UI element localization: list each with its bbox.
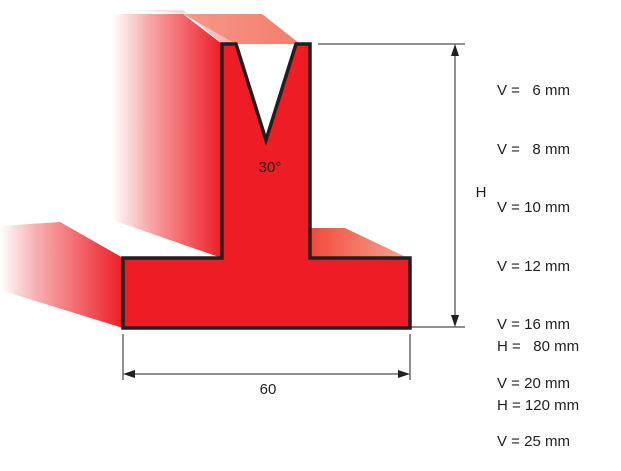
v-option: V = 20 mm xyxy=(497,374,570,392)
v-option: V = 12 mm xyxy=(497,257,570,275)
width-dimension xyxy=(122,334,411,380)
shoulder-top-face xyxy=(310,228,408,258)
v-option: V = 8 mm xyxy=(497,140,570,158)
width-arrow-right xyxy=(398,370,410,378)
height-dimension xyxy=(318,43,465,328)
height-arrow-top xyxy=(451,44,459,56)
die-diagram: 30° H 60 xyxy=(0,10,487,397)
v-option: V = 10 mm xyxy=(497,199,570,216)
v-option: V = 16 mm xyxy=(497,316,570,333)
height-label: H xyxy=(476,184,487,201)
width-label: 60 xyxy=(260,381,277,397)
v-option: V = 6 mm xyxy=(497,82,570,99)
base-top-face xyxy=(0,222,123,258)
width-arrow-left xyxy=(123,370,135,378)
h-option: H = 120 mm xyxy=(497,396,580,414)
angle-label: 30° xyxy=(259,159,282,176)
v-option: V = 25 mm xyxy=(497,433,570,450)
h-option: H = 80 mm xyxy=(497,338,580,355)
extrusion-shading xyxy=(0,10,408,328)
die-profile xyxy=(121,42,412,330)
stem-side-face xyxy=(112,14,222,258)
height-arrow-bottom xyxy=(451,315,459,327)
h-options-list: H = 80 mm H = 120 mm xyxy=(497,298,579,435)
v-groove-top-left xyxy=(183,14,300,44)
